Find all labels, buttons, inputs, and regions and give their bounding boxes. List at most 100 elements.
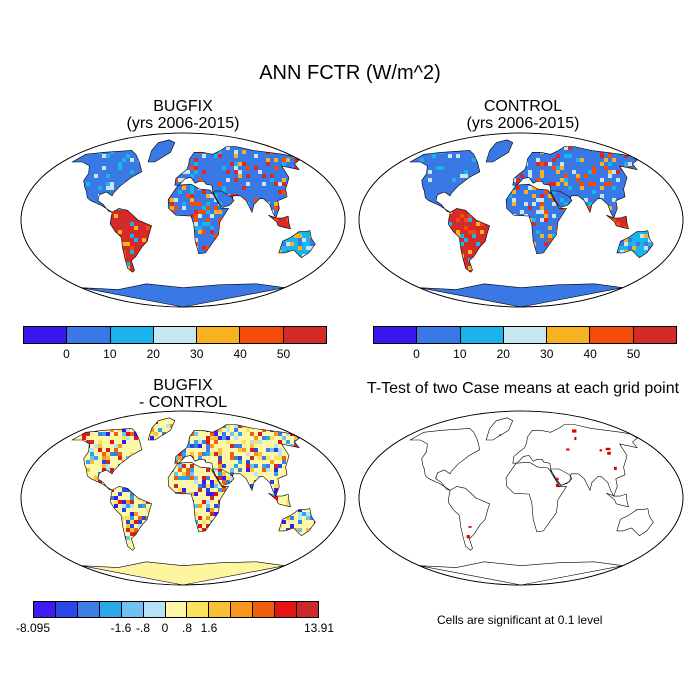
significant-cell bbox=[536, 587, 539, 588]
significant-cell bbox=[374, 574, 377, 577]
significant-cell bbox=[367, 546, 369, 548]
colorbar-control-swatch bbox=[374, 327, 418, 343]
significant-cell bbox=[665, 445, 669, 448]
colorbar-bugfix-swatch bbox=[110, 327, 154, 343]
significant-cell bbox=[403, 426, 408, 429]
significant-cell bbox=[684, 420, 686, 423]
significant-cell bbox=[597, 412, 599, 415]
significant-cell bbox=[456, 583, 460, 585]
significant-cell bbox=[656, 424, 661, 426]
colorbar-difference-swatch bbox=[231, 602, 254, 617]
coastline-australia bbox=[616, 508, 654, 537]
significant-cell bbox=[681, 533, 683, 536]
significant-cell bbox=[686, 557, 687, 560]
colorbar-tick-label: -8.095 bbox=[16, 621, 50, 635]
difference-title: BUGFIX bbox=[18, 377, 348, 394]
coastline-arabia bbox=[550, 190, 573, 208]
significant-cell bbox=[363, 441, 366, 444]
significant-cell bbox=[628, 570, 631, 573]
colorbar-tick-label: .8 bbox=[182, 621, 192, 635]
significant-cell bbox=[402, 578, 406, 580]
colorbar-bugfix-swatch bbox=[283, 327, 326, 343]
significant-cell bbox=[641, 567, 644, 569]
coastline-antarctica bbox=[419, 561, 623, 586]
significant-cell bbox=[372, 433, 377, 436]
significant-cell bbox=[643, 427, 647, 430]
significant-cell bbox=[684, 410, 686, 412]
coastline-antarctica bbox=[81, 283, 285, 308]
significant-cell bbox=[409, 575, 413, 578]
significant-cell bbox=[381, 564, 385, 567]
colorbar-bugfix-labels: 0 10 20 30 40 50 bbox=[23, 347, 327, 363]
significant-cell bbox=[381, 439, 384, 442]
significant-cell bbox=[517, 587, 522, 588]
colorbar-tick-label: 20 bbox=[147, 347, 160, 361]
coastline-greenland bbox=[485, 139, 514, 163]
significant-cell bbox=[361, 411, 366, 414]
significant-cell bbox=[468, 526, 472, 528]
map-difference bbox=[20, 410, 346, 586]
significant-cell bbox=[369, 418, 374, 420]
coastline-south-america bbox=[109, 486, 152, 551]
colorbar-control-swatch bbox=[503, 327, 548, 343]
significant-cell bbox=[555, 477, 559, 481]
significant-cell bbox=[666, 584, 670, 587]
colorbar-difference-swatch bbox=[253, 602, 276, 617]
significant-cell bbox=[660, 565, 662, 568]
significant-cell bbox=[436, 586, 438, 588]
colorbar-tick-label: -1.6 bbox=[111, 621, 132, 635]
colorbar-difference-swatch bbox=[297, 602, 318, 617]
significant-cell bbox=[572, 408, 576, 410]
colorbar-control-swatch bbox=[460, 327, 504, 343]
significant-cell bbox=[404, 419, 407, 422]
colorbar-control-swatch bbox=[633, 327, 676, 343]
globe-border bbox=[358, 132, 684, 308]
significant-cell bbox=[607, 587, 610, 588]
significant-cell bbox=[625, 585, 628, 588]
significant-cell bbox=[596, 413, 600, 415]
colorbar-tick-label: 10 bbox=[103, 347, 116, 361]
significant-cell bbox=[358, 463, 362, 466]
significant-cell bbox=[395, 416, 399, 418]
significant-cell bbox=[630, 572, 635, 574]
significant-cell bbox=[378, 418, 382, 420]
significant-cell bbox=[361, 526, 364, 529]
significant-cell bbox=[637, 583, 640, 585]
significant-cell bbox=[356, 576, 360, 578]
significant-cell bbox=[374, 453, 378, 455]
significant-cell bbox=[674, 558, 679, 561]
colorbar-tick-label: 40 bbox=[583, 347, 596, 361]
colorbar-control-swatch bbox=[417, 327, 461, 343]
colorbar-tick-label: 13.91 bbox=[304, 621, 334, 635]
significant-cell bbox=[643, 422, 646, 426]
significant-cell bbox=[599, 449, 602, 452]
coastline-arabia bbox=[212, 190, 235, 208]
significant-cell bbox=[623, 409, 627, 412]
significant-cell bbox=[357, 561, 361, 564]
significant-cell bbox=[678, 460, 681, 463]
significant-cell bbox=[565, 582, 567, 586]
coastline-europe-asia bbox=[512, 424, 638, 497]
significant-cell bbox=[425, 579, 428, 582]
significant-cell bbox=[669, 579, 673, 582]
land-africa bbox=[370, 416, 640, 585]
coastline-indonesia bbox=[268, 214, 291, 230]
land-arabia bbox=[357, 408, 679, 564]
colorbar-tick-label: 10 bbox=[453, 347, 466, 361]
coastline-south-america bbox=[447, 486, 490, 551]
colorbar-control-swatch bbox=[590, 327, 634, 343]
significant-cell bbox=[632, 417, 636, 420]
coastline-australia bbox=[616, 230, 654, 259]
colorbar-difference-swatch bbox=[187, 602, 210, 617]
coastline-north-america bbox=[409, 428, 481, 491]
coastline-australia bbox=[278, 508, 316, 537]
panel-title-difference: BUGFIX - CONTROL bbox=[18, 377, 348, 411]
significant-cell bbox=[630, 570, 632, 573]
colorbar-difference bbox=[33, 601, 319, 618]
significant-cell bbox=[370, 537, 372, 539]
significant-cell bbox=[384, 417, 386, 419]
significant-cell bbox=[380, 436, 385, 438]
significant-cell bbox=[606, 410, 609, 413]
significant-cell bbox=[651, 576, 655, 579]
coastline-africa bbox=[505, 461, 568, 533]
